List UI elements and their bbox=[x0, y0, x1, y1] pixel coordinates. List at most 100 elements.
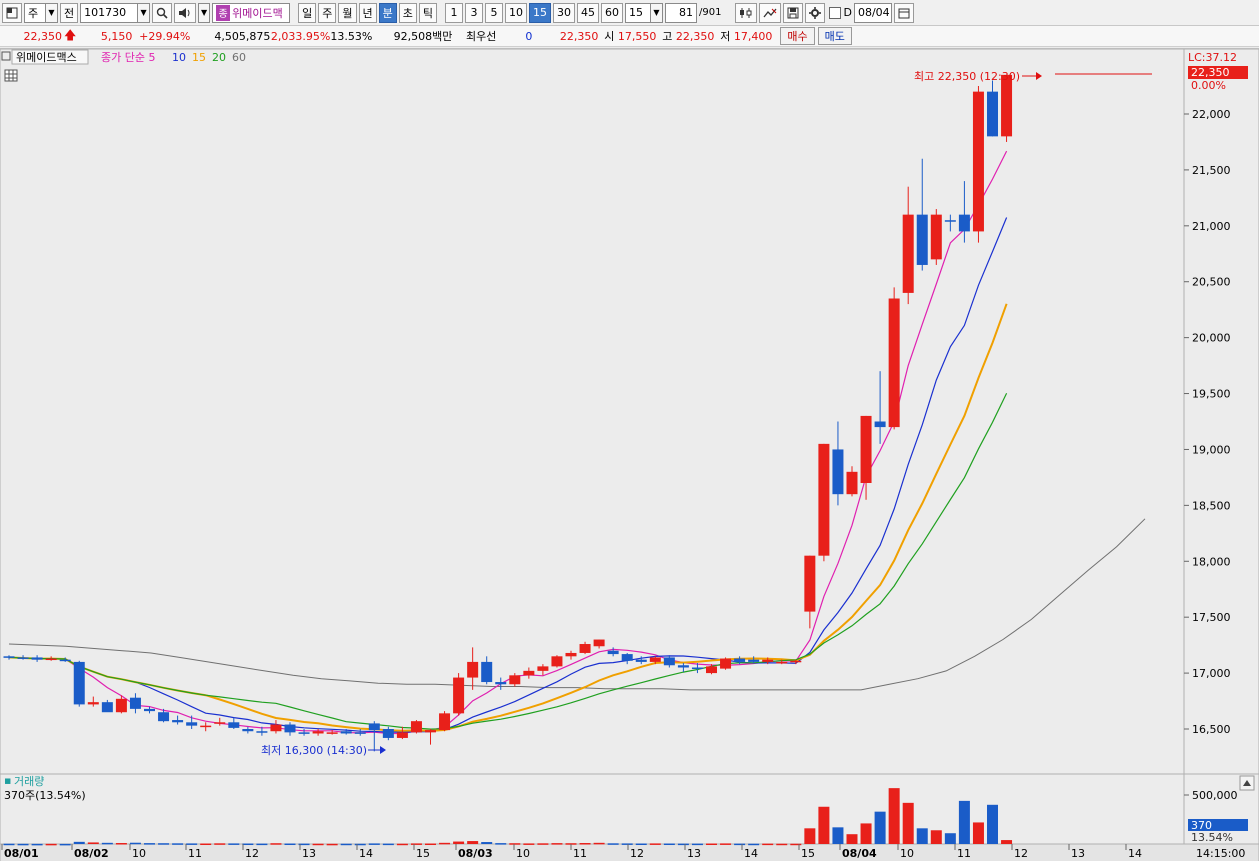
interval-60-button[interactable]: 60 bbox=[601, 2, 623, 23]
volume-bar bbox=[706, 843, 717, 846]
volume-bar bbox=[818, 806, 830, 844]
buy-button[interactable]: 매수 bbox=[780, 27, 815, 45]
current-price: 22,350 bbox=[23, 29, 63, 43]
speaker-icon[interactable] bbox=[174, 2, 197, 23]
volume-bar bbox=[663, 843, 675, 846]
volume-bar bbox=[748, 843, 760, 846]
lc-label: LC:37.12 bbox=[1188, 51, 1237, 64]
interval-10-button[interactable]: 10 bbox=[505, 2, 527, 23]
ma10-line bbox=[8, 217, 1008, 733]
volume-bar bbox=[59, 843, 71, 846]
time-tick-label: 11 bbox=[957, 847, 971, 860]
save-icon[interactable] bbox=[783, 2, 804, 23]
interval-3-button[interactable]: 3 bbox=[465, 2, 483, 23]
priority-label: 최우선 bbox=[465, 30, 497, 43]
grid-icon[interactable] bbox=[4, 69, 18, 82]
layout-icon[interactable] bbox=[2, 2, 22, 23]
candle-body bbox=[720, 658, 732, 669]
chart-area[interactable]: 위메이드맥스 종가 단순 5 10 15 20 60 LC:37.12 22,3… bbox=[0, 48, 1259, 861]
date-checkbox[interactable] bbox=[829, 6, 842, 19]
time-tick-label: 10 bbox=[132, 847, 146, 860]
ma60-path bbox=[8, 518, 1146, 691]
period-second-button[interactable]: 초 bbox=[398, 2, 417, 23]
stock-code-input[interactable]: 101730 bbox=[80, 2, 139, 23]
search-icon[interactable] bbox=[152, 2, 173, 23]
candle-body bbox=[888, 298, 900, 428]
time-tick-label: 14 bbox=[359, 847, 373, 860]
interval-select[interactable]: 15 ▼ bbox=[625, 2, 663, 23]
prev-button[interactable]: 전 bbox=[60, 2, 79, 23]
volume-subtitle: 370주(13.54%) bbox=[4, 789, 86, 802]
interval-select-value: 15 bbox=[625, 2, 651, 23]
legend-ma20: 20 bbox=[212, 51, 226, 64]
chevron-down-icon[interactable]: ▼ bbox=[138, 2, 151, 23]
volume-bar bbox=[734, 843, 746, 846]
scrollbar-icon[interactable] bbox=[1239, 775, 1255, 791]
draw-tool-icon[interactable] bbox=[759, 2, 782, 23]
period-month-button[interactable]: 월 bbox=[338, 2, 357, 23]
volume-ratio: 2,033.95% bbox=[270, 29, 331, 43]
chevron-down-icon[interactable]: ▼ bbox=[651, 2, 663, 23]
candle-body bbox=[691, 667, 703, 669]
count-input[interactable]: 81 bbox=[665, 2, 697, 23]
volume-bar bbox=[214, 843, 226, 845]
volume-bar bbox=[242, 843, 254, 846]
candle-body bbox=[832, 449, 844, 495]
volume-bar bbox=[481, 842, 493, 844]
high-arrow-icon bbox=[1036, 72, 1042, 80]
calendar-icon[interactable] bbox=[893, 2, 914, 23]
price-tick-label: 21,000 bbox=[1192, 220, 1231, 233]
volume-bar bbox=[200, 843, 212, 846]
high-label: 고 bbox=[662, 30, 673, 43]
price-tick-label: 18,500 bbox=[1192, 499, 1231, 512]
volume-bar bbox=[172, 843, 184, 845]
period-minute-button[interactable]: 분 bbox=[378, 2, 397, 23]
candle-body bbox=[87, 702, 99, 705]
date-input[interactable]: 08/04 bbox=[853, 2, 892, 23]
period-week-button[interactable]: 주 bbox=[318, 2, 337, 23]
candle-body bbox=[495, 682, 507, 685]
candle-body bbox=[312, 731, 324, 734]
interval-1-button[interactable]: 1 bbox=[445, 2, 463, 23]
candle-body bbox=[256, 731, 268, 733]
period-day-button[interactable]: 일 bbox=[298, 2, 317, 23]
volume-bar bbox=[916, 828, 928, 844]
chevron-down-icon[interactable]: ▼ bbox=[46, 2, 58, 23]
volume-bar bbox=[129, 842, 141, 845]
volume-bar bbox=[439, 842, 451, 845]
sell-button[interactable]: 매도 bbox=[817, 27, 852, 45]
volume-bar bbox=[691, 843, 703, 846]
volume-bar bbox=[453, 841, 465, 844]
price-chart[interactable]: 위메이드맥스 종가 단순 5 10 15 20 60 LC:37.12 22,3… bbox=[0, 48, 1259, 861]
volume-bar bbox=[523, 843, 535, 845]
candle-body bbox=[509, 675, 521, 685]
legend-ma10: 10 bbox=[172, 51, 186, 64]
interval-45-button[interactable]: 45 bbox=[577, 2, 599, 23]
period-year-button[interactable]: 년 bbox=[358, 2, 377, 23]
volume-bar bbox=[621, 843, 633, 845]
candle-body bbox=[186, 722, 198, 726]
stock-code-select[interactable]: 101730 ▼ bbox=[80, 2, 151, 23]
candle-type-icon[interactable] bbox=[735, 2, 758, 23]
volume-bar bbox=[425, 843, 436, 846]
interval-5-button[interactable]: 5 bbox=[485, 2, 503, 23]
last-price-tag-text: 22,350 bbox=[1191, 66, 1230, 79]
interval-15-button[interactable]: 15 bbox=[529, 2, 551, 23]
time-tick-label: 13 bbox=[302, 847, 316, 860]
price-change-pct: +29.94% bbox=[139, 29, 191, 43]
volume-bar bbox=[31, 843, 43, 846]
volume-axis-label: 500,000 bbox=[1192, 789, 1238, 802]
candle-body bbox=[410, 721, 422, 733]
interval-30-button[interactable]: 30 bbox=[553, 2, 575, 23]
chevron-down-icon[interactable]: ▼ bbox=[198, 2, 211, 23]
volume-bar bbox=[579, 843, 591, 845]
legend-collapse-icon[interactable] bbox=[1, 51, 11, 61]
stock-name-field[interactable]: 종 위메이드맥 bbox=[212, 2, 291, 23]
period-tick-button[interactable]: 틱 bbox=[418, 2, 437, 23]
volume-bar bbox=[776, 843, 788, 846]
candle-body bbox=[3, 656, 15, 658]
candle-body bbox=[944, 220, 956, 222]
price-tick-label: 21,500 bbox=[1192, 164, 1231, 177]
gear-icon[interactable] bbox=[805, 2, 826, 23]
market-mode-select[interactable]: 주 ▼ bbox=[24, 2, 58, 23]
